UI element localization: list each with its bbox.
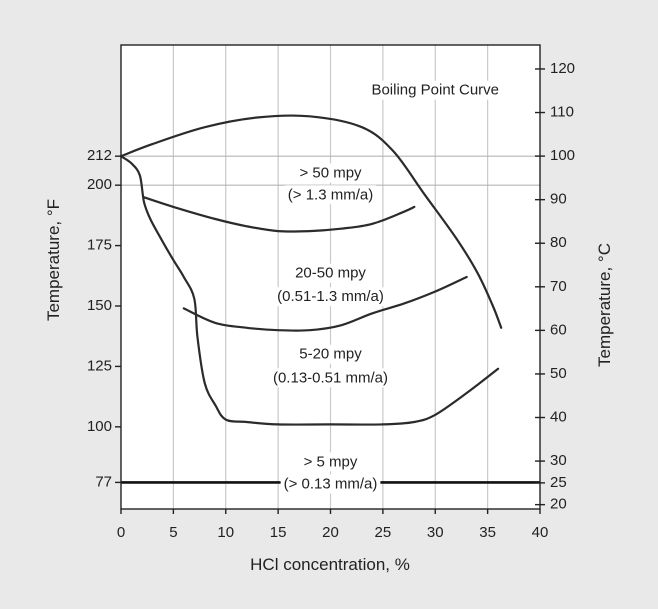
annotation-bg xyxy=(296,344,366,364)
annotation-bg xyxy=(296,163,366,183)
left-tick-label-4: 175 xyxy=(87,237,112,254)
x-tick-label-6: 30 xyxy=(427,524,444,541)
annotation-bg xyxy=(368,80,503,100)
left-axis-title: Temperature, °F xyxy=(44,199,63,321)
right-tick-label-2: 30 xyxy=(550,452,567,469)
annotation-5: 5-20 mpy xyxy=(296,344,366,364)
curve-3 xyxy=(182,275,468,332)
right-tick-label-7: 80 xyxy=(550,234,567,251)
annotation-bg xyxy=(280,474,381,494)
left-tick-label-6: 212 xyxy=(87,147,112,164)
right-tick-label-3: 40 xyxy=(550,408,567,425)
annotation-text: > 50 mpy xyxy=(299,164,362,181)
annotation-text: (> 0.13 mm/a) xyxy=(284,476,378,493)
right-tick-label-11: 120 xyxy=(550,60,575,77)
right-tick-label-8: 90 xyxy=(550,191,567,208)
x-tick-label-0: 0 xyxy=(117,524,125,541)
annotation-text: 20-50 mpy xyxy=(295,265,366,282)
grid-lines xyxy=(121,45,540,509)
right-tick-label-10: 110 xyxy=(550,103,574,120)
x-tick-label-3: 15 xyxy=(270,524,287,541)
left-axis-ticks: 77 100 125 150 175 200 212 xyxy=(87,147,121,490)
left-tick-label-5: 200 xyxy=(87,176,112,193)
left-tick-label-3: 150 xyxy=(87,297,112,314)
annotation-4: (0.51-1.3 mm/a) xyxy=(274,287,387,307)
curve-0 xyxy=(119,114,503,329)
annotation-8: (> 0.13 mm/a) xyxy=(280,474,381,494)
annotation-text: (0.51-1.3 mm/a) xyxy=(277,288,384,305)
annotation-text: (> 1.3 mm/a) xyxy=(288,186,373,203)
curve-2 xyxy=(142,196,416,233)
annotation-bg xyxy=(284,185,377,205)
right-tick-label-6: 70 xyxy=(550,278,567,295)
annotation-text: > 5 mpy xyxy=(304,453,358,470)
x-tick-label-5: 25 xyxy=(375,524,392,541)
left-tick-label-2: 125 xyxy=(87,357,112,374)
x-tick-label-7: 35 xyxy=(479,524,496,541)
annotation-bg xyxy=(269,368,392,388)
x-axis-title: HCl concentration, % xyxy=(250,555,410,574)
right-tick-label-9: 100 xyxy=(550,147,575,164)
annotation-bg xyxy=(300,452,361,472)
annotation-3: 20-50 mpy xyxy=(292,263,370,283)
annotation-0: Boiling Point Curve xyxy=(368,80,503,100)
right-tick-label-1: 25 xyxy=(550,474,567,491)
right-tick-label-0: 20 xyxy=(550,496,567,513)
annotation-bg xyxy=(292,263,370,283)
right-axis-title: Temperature, °C xyxy=(595,243,614,367)
right-tick-label-4: 50 xyxy=(550,365,567,382)
annotation-1: > 50 mpy xyxy=(296,163,366,183)
annotation-text: 5-20 mpy xyxy=(299,346,362,363)
x-axis-ticks: 0 5 10 15 20 25 30 35 40 xyxy=(117,509,549,541)
x-tick-label-4: 20 xyxy=(322,524,339,541)
annotation-text: (0.13-0.51 mm/a) xyxy=(273,369,388,386)
left-tick-label-1: 100 xyxy=(87,418,112,435)
x-tick-label-1: 5 xyxy=(169,524,177,541)
annotation-bg xyxy=(274,287,387,307)
annotation-6: (0.13-0.51 mm/a) xyxy=(269,368,392,388)
annotation-2: (> 1.3 mm/a) xyxy=(284,185,377,205)
iso-corrosion-curves xyxy=(119,114,503,426)
annotation-7: > 5 mpy xyxy=(300,452,361,472)
right-tick-label-5: 60 xyxy=(550,321,567,338)
right-axis-ticks: 20 25 30 40 50 60 70 80 90 100 110 120 xyxy=(535,60,575,513)
annotations: Boiling Point Curve > 50 mpy (> 1.3 mm/a) 2… xyxy=(269,80,503,494)
left-tick-label-0: 77 xyxy=(95,473,112,490)
curve-1 xyxy=(119,155,500,426)
x-tick-label-8: 40 xyxy=(532,524,549,541)
annotation-text: Boiling Point Curve xyxy=(371,82,499,99)
x-tick-label-2: 10 xyxy=(217,524,234,541)
